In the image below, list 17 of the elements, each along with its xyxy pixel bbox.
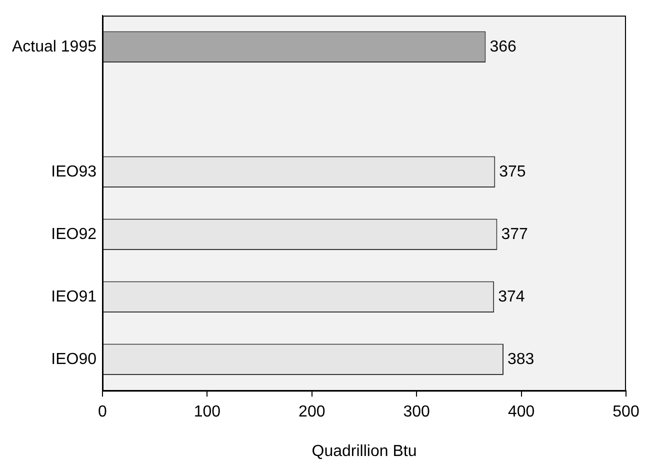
- y-tick-label: IEO91: [51, 288, 97, 306]
- data-label: 383: [508, 350, 534, 368]
- x-tick-label: 100: [194, 404, 221, 421]
- y-tick-label: Actual 1995: [12, 38, 97, 56]
- x-tick-label: 400: [508, 404, 535, 421]
- x-tick-label: 0: [98, 404, 108, 421]
- data-label: 377: [501, 226, 528, 243]
- data-label: 366: [490, 38, 516, 56]
- x-tick-label: 500: [612, 404, 640, 421]
- data-label: 374: [498, 288, 525, 306]
- y-tick-label: IEO92: [51, 226, 97, 243]
- x-tick-label: 200: [298, 404, 326, 421]
- data-label: 375: [499, 163, 526, 180]
- x-axis-title: Quadrillion Btu: [312, 442, 417, 460]
- y-tick-label: IEO90: [51, 350, 97, 368]
- x-tick-label: 300: [403, 404, 430, 421]
- y-tick-label: IEO93: [51, 163, 97, 180]
